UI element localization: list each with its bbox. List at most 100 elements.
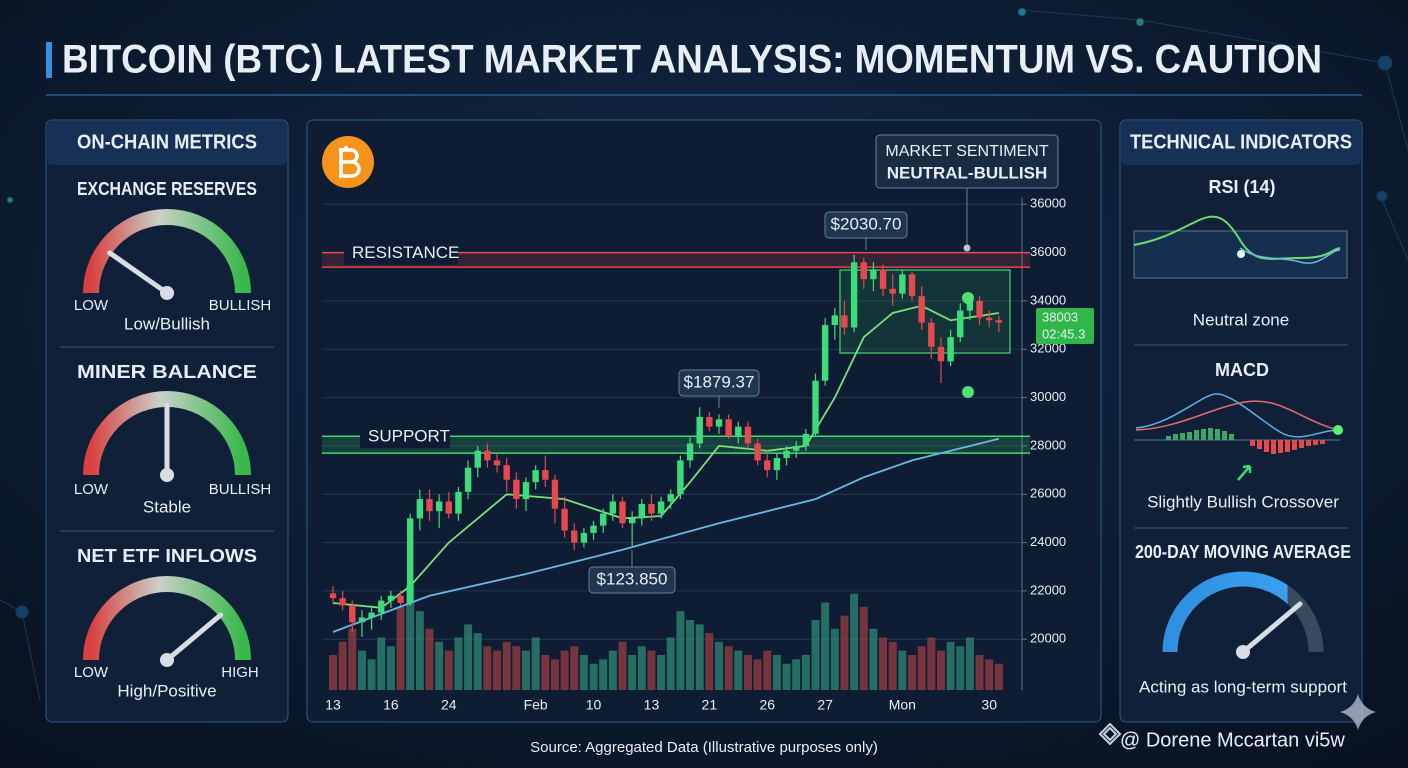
- volume-bar: [965, 637, 974, 690]
- volume-bar: [753, 659, 762, 690]
- right-panel: [1119, 119, 1363, 723]
- candle-body: [657, 501, 665, 514]
- gauge-hub: [160, 468, 174, 482]
- volume-bar: [464, 624, 473, 690]
- gauge-high: HIGH: [221, 664, 259, 681]
- volume-bar: [560, 650, 569, 690]
- sentiment-title: MARKET SENTIMENT: [885, 143, 1049, 160]
- volume-bar: [599, 659, 608, 690]
- y-tick-label: 34000: [1030, 292, 1066, 307]
- candle-body: [397, 595, 404, 603]
- candle-body: [638, 503, 645, 519]
- gauge-status: Low/Bullish: [124, 314, 210, 333]
- candle-body: [706, 416, 713, 427]
- gauge-needle: [164, 612, 224, 663]
- gauge-high: BULLISH: [209, 297, 272, 314]
- candle-body: [957, 310, 964, 338]
- candle-body: [725, 419, 732, 437]
- section-status: Neutral zone: [1193, 310, 1289, 329]
- candle-body: [503, 465, 510, 480]
- volume-bar: [830, 628, 839, 690]
- volume-bar: [917, 646, 926, 690]
- zone-label-bg: [360, 426, 450, 449]
- volume-bar: [541, 655, 550, 690]
- sparkle-icon: [1340, 694, 1376, 730]
- candle-body: [773, 458, 781, 471]
- volume-bar: [512, 646, 521, 690]
- volume-bar: [946, 641, 955, 690]
- candle-body: [648, 503, 655, 514]
- volume-bar: [763, 650, 772, 690]
- annotation: $123.850: [597, 569, 668, 588]
- candle-body: [339, 598, 346, 606]
- volume-bar: [975, 655, 984, 690]
- candle-body: [474, 450, 481, 468]
- y-tick-label: 20000: [1030, 631, 1066, 646]
- volume-bar: [628, 655, 637, 690]
- section-status: Slightly Bullish Crossover: [1147, 492, 1339, 511]
- candle-body: [764, 460, 771, 471]
- gauge-title: EXCHANGE RESERVES: [77, 179, 257, 199]
- candle-body: [879, 269, 887, 289]
- volume-bar: [522, 650, 530, 690]
- candle-body: [532, 470, 539, 483]
- gauge-high: BULLISH: [209, 481, 272, 498]
- left-panel-header: [47, 121, 287, 165]
- gauge-status: High/Positive: [117, 681, 216, 700]
- volume-bar: [493, 650, 502, 690]
- y-tick-label: 28000: [1030, 437, 1066, 452]
- candle-body: [619, 501, 626, 524]
- ma-gauge: [1162, 571, 1324, 659]
- candle-body: [831, 315, 838, 326]
- x-tick-label: 13: [644, 697, 660, 713]
- candle-body: [378, 600, 385, 613]
- glow-dot: [962, 292, 974, 304]
- volume-bar: [377, 637, 386, 690]
- volume-bar: [618, 641, 627, 690]
- volume-bar: [898, 650, 907, 690]
- gauge-low: LOW: [74, 297, 109, 314]
- volume-bar: [608, 650, 617, 690]
- gauge-title: MINER BALANCE: [77, 362, 257, 382]
- candle-body: [667, 494, 674, 502]
- gauge-hub: [160, 286, 174, 300]
- x-tick-label: 24: [441, 697, 457, 713]
- volume-bar: [338, 641, 347, 690]
- candle-body: [551, 479, 559, 509]
- volume-bar: [348, 628, 357, 690]
- candle-body: [416, 499, 424, 519]
- candle-body: [484, 450, 491, 461]
- candle-body: [522, 482, 530, 500]
- volume-bar: [956, 646, 965, 690]
- candle-body: [435, 501, 443, 512]
- candle-body: [860, 262, 867, 280]
- candle-body: [870, 269, 877, 280]
- annotation: $1879.37: [684, 372, 755, 391]
- candle-body: [686, 443, 694, 461]
- sentiment-dot: [963, 244, 971, 252]
- gauge-arc: [83, 209, 251, 294]
- volume-bar: [570, 646, 579, 690]
- candle-body: [368, 612, 375, 618]
- volume-bar: [686, 620, 695, 690]
- gauge-arc: [83, 576, 251, 661]
- volume-bar: [908, 655, 916, 690]
- consolidation-box: [839, 269, 1011, 354]
- gauge-title: NET ETF INFLOWS: [77, 546, 257, 566]
- candle-body: [966, 300, 974, 311]
- volume-bar: [444, 650, 453, 690]
- volume-bar: [367, 659, 376, 690]
- network-decoration: [0, 7, 1408, 701]
- candle-body: [850, 262, 858, 328]
- gauge-needle: [107, 250, 170, 296]
- moving-average-line: [332, 304, 1000, 609]
- candle-body: [976, 300, 983, 318]
- candle-body: [387, 595, 395, 601]
- candle-body: [628, 518, 636, 524]
- y-tick-label: 36000: [1030, 244, 1066, 259]
- volume-bar: [637, 646, 646, 690]
- section-title: MACD: [1215, 360, 1269, 380]
- source-note: Source: Aggregated Data (Illustrative pu…: [530, 739, 878, 756]
- right-panel-header: [1121, 121, 1361, 165]
